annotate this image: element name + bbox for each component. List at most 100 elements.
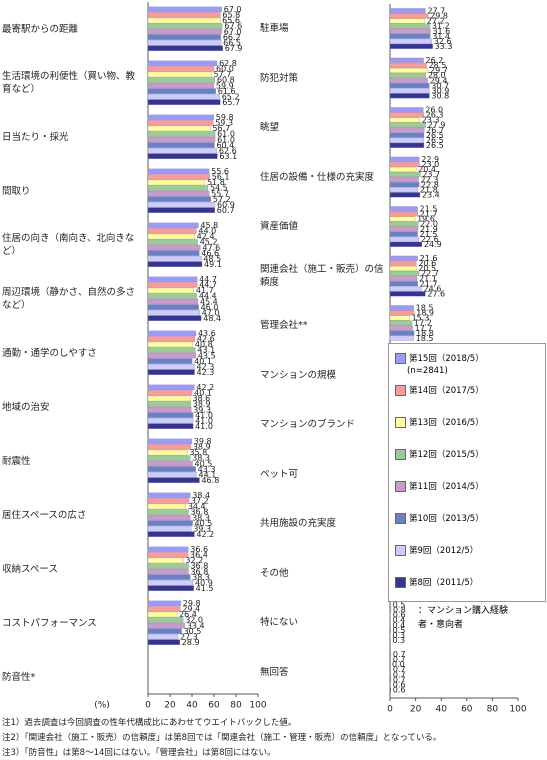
bar: [147, 17, 221, 24]
bar: [147, 196, 212, 202]
legend-swatch: [395, 512, 406, 524]
bar: [389, 206, 418, 212]
bar: [147, 309, 200, 316]
value-label: 47.0: [202, 308, 220, 317]
category-label: 居住スペースの広さ: [2, 509, 87, 521]
value-label: 38.4: [192, 491, 210, 500]
bar: [389, 260, 417, 266]
value-label: 21.6: [420, 254, 438, 263]
bar: [147, 600, 181, 607]
bar: [389, 182, 420, 188]
category-label: 資産価値: [260, 221, 299, 233]
legend-note: ：マンション購入経験者・意向者: [418, 606, 509, 630]
bar: [147, 82, 215, 89]
bar: [389, 276, 418, 282]
x-axis-label: (%): [94, 701, 110, 711]
bar: [389, 656, 392, 662]
value-label: 40.5: [195, 519, 213, 528]
value-label: 65.6: [222, 16, 240, 25]
value-label: 65.2: [222, 92, 240, 101]
footnote: 注2）「関連会社（施工・販売）の信頼度」は第8回では「関連会社（施工・管理・販売…: [2, 733, 442, 743]
bar: [147, 315, 202, 321]
bar: [147, 276, 198, 283]
value-label: 42.3: [197, 362, 215, 371]
value-label: 41.0: [195, 411, 213, 420]
value-label: 67.0: [224, 5, 242, 14]
value-label: 42.2: [196, 530, 214, 539]
value-label: 29.8: [430, 12, 448, 21]
category-label: 日当たり・採光: [2, 131, 69, 143]
bar: [389, 622, 391, 628]
x-tick-label: 20: [410, 705, 422, 715]
legend-item: 第14回（2017/5）: [395, 384, 484, 396]
category-label: 住居の設備・仕様の充実度: [260, 171, 375, 183]
bar: [389, 142, 425, 148]
bar: [147, 574, 191, 580]
bar: [389, 107, 424, 113]
value-label: 42.6: [197, 335, 215, 344]
x-tick-label: 60: [208, 701, 220, 711]
bar: [389, 255, 418, 261]
footnote: 注3）「防音性」は第8～14回にはない。「管理会社」は第8回にはない。: [2, 748, 276, 758]
value-label: 54.5: [210, 184, 228, 193]
value-label: 31.4: [432, 32, 450, 41]
value-label: 56.7: [212, 124, 230, 133]
value-label: 39.3: [193, 524, 211, 533]
value-label: 30.7: [431, 81, 449, 90]
x-tick-label: 60: [461, 705, 473, 715]
value-label: 18.8: [416, 329, 434, 338]
category-label: 耐震性: [2, 455, 31, 467]
value-label: 42.2: [196, 383, 214, 392]
category-label: 防音性*: [2, 671, 36, 683]
value-label: 18.5: [416, 334, 434, 343]
value-label: 23.4: [422, 191, 440, 200]
legend-label: 第9回（2012/5）: [409, 546, 479, 556]
bar: [147, 622, 185, 629]
bar: [389, 310, 415, 316]
value-label: 38.6: [192, 394, 210, 403]
value-label: 41.5: [196, 584, 214, 593]
bar: [147, 131, 216, 137]
bar: [389, 172, 421, 177]
bar: [147, 142, 215, 148]
bar: [147, 390, 193, 396]
legend-item: 第11回（2014/5）: [395, 480, 484, 492]
bar: [147, 579, 194, 586]
value-label: 0.4: [393, 621, 406, 630]
value-label: 0.5: [393, 600, 406, 609]
value-label: 17.2: [414, 319, 432, 328]
value-label: 38.9: [193, 443, 211, 452]
legend-label: 第10回（2013/5）: [409, 514, 484, 524]
value-label: 27.3: [180, 632, 198, 641]
value-label: 21.7: [420, 210, 438, 219]
value-label: 23.3: [422, 116, 440, 125]
bar: [389, 137, 425, 143]
value-label: 60.9: [217, 200, 235, 209]
category-label: 特にない: [260, 617, 299, 629]
bar: [147, 293, 197, 299]
value-label: 23.7: [422, 170, 440, 179]
bar: [147, 261, 203, 267]
bar: [147, 71, 212, 78]
bar: [389, 607, 392, 613]
value-label: 21.8: [420, 185, 438, 194]
legend-swatch: [395, 384, 406, 396]
value-label: 20.4: [418, 165, 436, 174]
value-label: 38.3: [192, 454, 210, 463]
bar: [147, 120, 214, 126]
value-label: 45.8: [200, 221, 218, 230]
value-label: 38.9: [193, 400, 211, 409]
value-label: 67.6: [224, 22, 242, 31]
value-label: 40.8: [195, 340, 213, 349]
value-label: 40.1: [194, 389, 212, 398]
bar: [147, 12, 221, 18]
value-label: 21.9: [420, 225, 438, 234]
value-label: 32.2: [185, 556, 203, 565]
bar: [389, 28, 431, 34]
bar: [389, 677, 392, 683]
value-label: 26.5: [426, 136, 444, 145]
bar: [147, 23, 223, 29]
bar: [389, 687, 391, 693]
value-label: 41.0: [195, 416, 213, 425]
